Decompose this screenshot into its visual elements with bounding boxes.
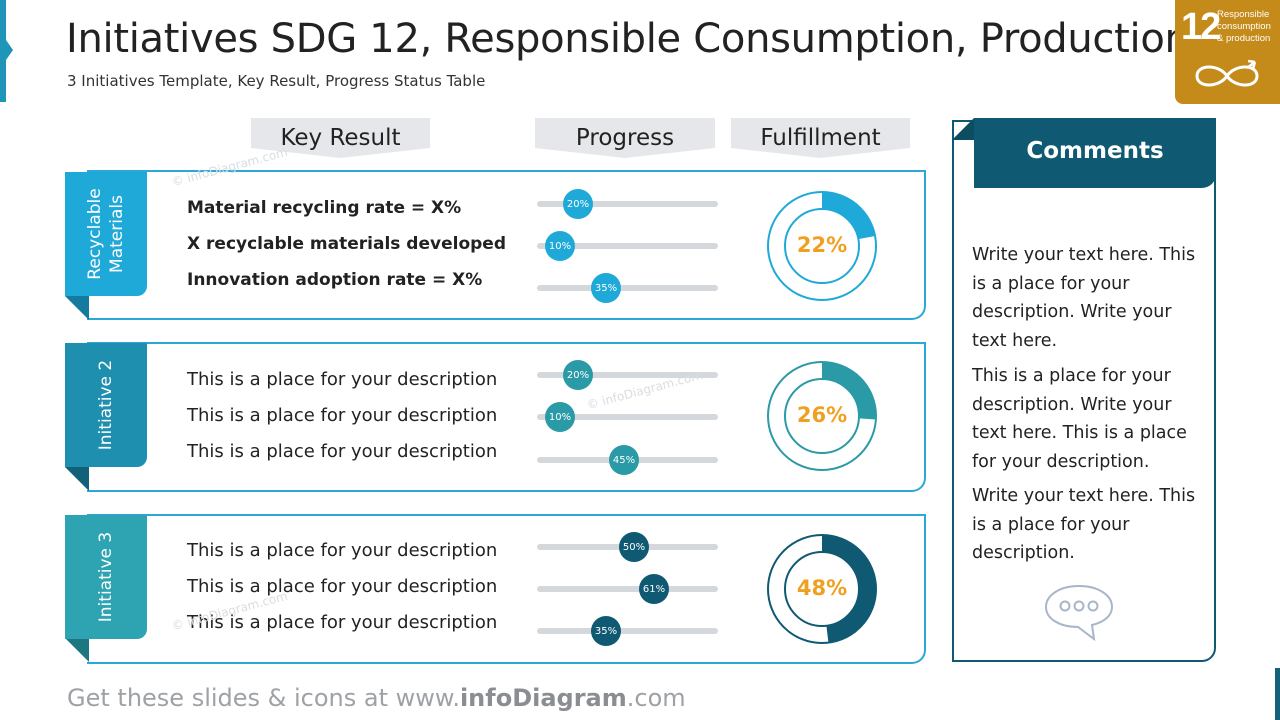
progress-knob-1-1: 20%	[563, 189, 593, 219]
progress-track-1-2	[537, 243, 718, 249]
speech-bubble-icon	[1044, 584, 1114, 642]
key-result-1-2: X recyclable materials developed	[187, 234, 506, 254]
progress-knob-3-3: 35%	[591, 616, 621, 646]
fulfillment-donut-2	[767, 361, 877, 471]
sdg-caption-line2: consumption	[1217, 21, 1271, 32]
fulfillment-donut-1	[767, 191, 877, 301]
progress-track-2-1	[537, 372, 718, 378]
key-result-1-3: Innovation adoption rate = X%	[187, 270, 483, 290]
initiative-3-tab: Initiative 3	[65, 515, 147, 639]
progress-knob-2-3: 45%	[609, 445, 639, 475]
sdg-caption: Responsible consumption & production	[1217, 9, 1271, 45]
fulfillment-value-2: 26%	[796, 403, 848, 427]
footer-prefix: Get these slides & icons at www.	[67, 684, 460, 712]
initiative-2-panel	[87, 342, 926, 492]
progress-track-2-2	[537, 414, 718, 420]
initiative-1-tab-fold	[65, 296, 89, 320]
footer-credit: Get these slides & icons at www.infoDiag…	[67, 684, 686, 712]
progress-knob-2-1: 20%	[563, 360, 593, 390]
fulfillment-value-3: 48%	[796, 576, 848, 600]
page-subtitle: 3 Initiatives Template, Key Result, Prog…	[67, 72, 486, 90]
sdg-number: 12	[1181, 6, 1221, 48]
footer-suffix: .com	[626, 684, 686, 712]
comment-paragraph-3: Write your text here. This is a place fo…	[972, 486, 1196, 563]
left-accent-bar	[0, 0, 13, 102]
column-header-progress: Progress	[535, 118, 715, 158]
progress-track-1-3	[537, 285, 718, 291]
comments-heading: Comments	[974, 118, 1216, 188]
key-result-3-2: This is a place for your description	[187, 576, 498, 597]
initiative-1-label: Recyclable Materials	[84, 188, 128, 279]
sdg-caption-line1: Responsible	[1217, 9, 1270, 20]
donut-fill-arc	[768, 192, 876, 300]
key-result-3-1: This is a place for your description	[187, 540, 498, 561]
key-result-2-1: This is a place for your description	[187, 369, 498, 390]
initiative-1-label-line1: Recyclable	[85, 188, 105, 280]
column-header-fulfillment: Fulfillment	[731, 118, 910, 158]
right-accent-bar	[1275, 668, 1280, 720]
sdg-badge: 12 Responsible consumption & production	[1175, 0, 1280, 104]
key-result-1-1: Material recycling rate = X%	[187, 198, 462, 218]
key-result-2-2: This is a place for your description	[187, 405, 498, 426]
progress-track-1-1	[537, 201, 718, 207]
initiative-2-tab-fold	[65, 467, 89, 491]
progress-knob-3-1: 50%	[619, 532, 649, 562]
initiative-3-label: Initiative 3	[96, 531, 116, 623]
key-result-3-3: This is a place for your description	[187, 612, 498, 633]
sdg-caption-line3: & production	[1217, 33, 1271, 44]
initiative-1-label-line2: Materials	[107, 195, 127, 273]
comment-paragraph-1: Write your text here. This is a place fo…	[972, 245, 1196, 351]
footer-brand: infoDiagram	[459, 684, 627, 712]
infinity-arrow-icon	[1195, 59, 1259, 87]
initiative-2-label: Initiative 2	[96, 359, 116, 451]
progress-track-3-3	[537, 628, 718, 634]
donut-fill-arc	[768, 362, 876, 470]
progress-track-3-2	[537, 586, 718, 592]
column-header-key-result: Key Result	[251, 118, 430, 158]
progress-knob-1-3: 35%	[591, 273, 621, 303]
comments-header-fold	[952, 118, 974, 140]
comment-paragraph-2: This is a place for your description. Wr…	[972, 366, 1187, 472]
initiative-3-tab-fold	[65, 638, 89, 662]
key-result-2-3: This is a place for your description	[187, 441, 498, 462]
initiative-3-panel	[87, 514, 926, 664]
initiative-1-tab: Recyclable Materials	[65, 172, 147, 296]
initiative-2-tab: Initiative 2	[65, 343, 147, 467]
progress-knob-3-2: 61%	[639, 574, 669, 604]
progress-knob-2-2: 10%	[545, 402, 575, 432]
fulfillment-value-1: 22%	[796, 233, 848, 257]
progress-knob-1-2: 10%	[545, 231, 575, 261]
page-title: Initiatives SDG 12, Responsible Consumpt…	[66, 16, 1190, 62]
initiative-1-panel	[87, 170, 926, 320]
fulfillment-donut-3	[767, 534, 877, 644]
donut-fill-arc	[768, 535, 876, 643]
